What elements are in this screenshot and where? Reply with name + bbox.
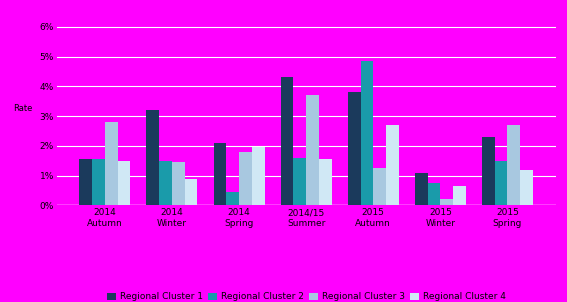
Bar [294,158,306,205]
Bar [185,178,197,205]
Bar [495,161,507,205]
Bar [386,125,399,205]
Bar [306,95,319,205]
Y-axis label: Rate: Rate [13,104,32,113]
Bar [105,122,117,205]
Bar [428,183,441,205]
Bar [239,152,252,205]
Bar [415,173,428,205]
Bar [172,162,185,205]
Bar [117,161,130,205]
Bar [507,125,521,205]
Bar [482,137,495,205]
Bar [521,170,533,205]
Bar [214,143,226,205]
Bar [319,159,332,205]
Bar [361,61,373,205]
Bar [226,192,239,205]
Bar [92,159,105,205]
Legend: Regional Cluster 1, Regional Cluster 2, Regional Cluster 3, Regional Cluster 4: Regional Cluster 1, Regional Cluster 2, … [107,292,505,301]
Bar [159,161,172,205]
Bar [79,159,92,205]
Bar [348,92,361,205]
Bar [453,186,466,205]
Bar [146,110,159,205]
Bar [252,147,265,205]
Bar [281,78,294,205]
Bar [373,168,386,205]
Bar [441,199,453,205]
